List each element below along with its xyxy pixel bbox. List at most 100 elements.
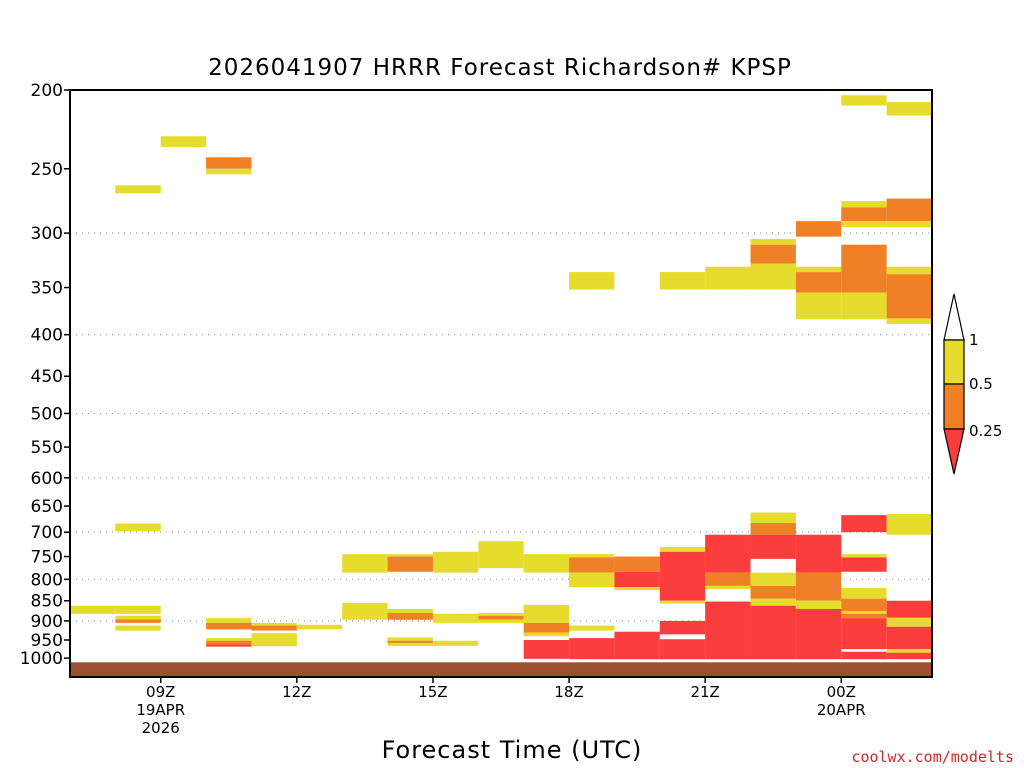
heatmap-cell — [387, 640, 433, 643]
x-tick-label: 15Z — [418, 683, 447, 701]
y-tick-label: 850 — [31, 592, 63, 612]
colorbar-label: 1 — [969, 331, 979, 349]
heatmap-cell — [841, 651, 887, 660]
y-tick-label: 300 — [31, 224, 63, 244]
heatmap-cell — [478, 619, 524, 623]
colorbar-legend: 1 0.5 0.25 — [943, 293, 1002, 475]
heatmap-cell — [841, 515, 887, 533]
y-tick-label: 1000 — [20, 649, 63, 669]
x-tick-label: 19APR — [136, 701, 185, 719]
heatmap-cell — [841, 221, 887, 228]
heatmap-cell — [750, 534, 796, 559]
heatmap-cell — [115, 185, 161, 194]
y-tick-label: 250 — [31, 160, 63, 180]
heatmap-cell — [659, 639, 706, 660]
heatmap-cell — [841, 618, 887, 650]
heatmap-cell — [659, 551, 706, 601]
heatmap-cell — [614, 587, 660, 591]
heatmap-cell — [705, 601, 751, 660]
heatmap-cell — [750, 598, 796, 606]
heatmap-cell — [795, 534, 842, 573]
heatmap-cell — [569, 625, 615, 631]
heatmap-cell — [886, 198, 932, 222]
x-tick-label: 00Z — [827, 683, 856, 701]
heatmap-cell — [886, 600, 932, 618]
heatmap-cell — [614, 631, 660, 660]
heatmap-cell — [841, 598, 887, 611]
heatmap-cell — [886, 649, 932, 653]
heatmap-cell — [387, 556, 433, 572]
x-tick-label: 18Z — [554, 683, 583, 701]
heatmap-cell — [387, 612, 433, 620]
heatmap-cell — [523, 622, 570, 633]
heatmap-cell — [841, 613, 887, 619]
colorbar-top-arrow — [943, 293, 965, 341]
heatmap-cell — [750, 605, 796, 660]
heatmap-cell — [569, 557, 615, 573]
y-tick-label: 900 — [31, 612, 63, 632]
x-tick-label: 09Z — [146, 683, 175, 701]
ground-fill — [70, 662, 932, 677]
heatmap-cell — [160, 136, 207, 147]
heatmap-cell — [251, 625, 297, 631]
heatmap-cell — [387, 608, 433, 613]
heatmap-cell — [795, 600, 842, 609]
colorbar-segment — [943, 383, 965, 430]
heatmap-cell — [886, 652, 932, 660]
y-tick-label: 600 — [31, 469, 63, 489]
heatmap-cell — [523, 639, 570, 659]
heatmap-cell — [569, 554, 615, 558]
heatmap-cell — [251, 622, 297, 626]
heatmap-cell — [206, 644, 252, 647]
heatmap-cell — [432, 640, 479, 646]
chart-title: 2026041907 HRRR Forecast Richardson# KPS… — [208, 55, 792, 81]
heatmap-cell — [795, 292, 842, 320]
heatmap-cell — [432, 613, 479, 623]
heatmap-cell — [841, 554, 887, 558]
y-tick-label: 750 — [31, 548, 63, 568]
y-tick-label: 700 — [31, 523, 63, 543]
heatmap-cell — [705, 585, 751, 589]
colorbar-label: 0.5 — [969, 375, 993, 393]
heatmap-cell — [206, 638, 252, 641]
heatmap-cell — [841, 292, 887, 320]
heatmap-cell — [795, 266, 842, 273]
heatmap-cell — [841, 201, 887, 208]
heatmap-cell — [387, 642, 433, 646]
heatmap-cell — [115, 605, 161, 614]
heatmap-cell — [705, 266, 751, 290]
heatmap-cells — [70, 95, 932, 660]
heatmap-cell — [206, 168, 252, 175]
heatmap-cell — [886, 626, 932, 650]
heatmap-cell — [750, 512, 796, 524]
heatmap-cell — [886, 617, 932, 627]
heatmap-cell — [115, 619, 161, 623]
y-tick-label: 400 — [31, 326, 63, 346]
heatmap-cell — [750, 244, 796, 264]
heatmap-cell — [659, 600, 706, 604]
heatmap-cell — [115, 625, 161, 631]
heatmap-cell — [886, 274, 932, 319]
x-tick-label: 20APR — [817, 701, 866, 719]
heatmap-cell — [614, 556, 660, 572]
heatmap-cell — [841, 244, 887, 293]
heatmap-cell — [206, 157, 252, 169]
heatmap-cell — [886, 221, 932, 228]
heatmap-cell — [478, 612, 524, 616]
heatmap-cell — [206, 618, 252, 623]
heatmap-cell — [659, 272, 706, 290]
x-tick-label: 2026 — [142, 719, 180, 737]
heatmap-cell — [841, 588, 887, 599]
heatmap-cell — [342, 602, 388, 620]
heatmap-cell — [750, 238, 796, 245]
heatmap-cell — [342, 554, 388, 573]
heatmap-cell — [569, 272, 615, 290]
x-tick-label: 21Z — [690, 683, 719, 701]
x-tick-label: 12Z — [282, 683, 311, 701]
heatmap-cell — [115, 523, 161, 532]
heatmap-cell — [387, 554, 433, 557]
heatmap-cell — [659, 547, 706, 552]
heatmap-cell — [387, 637, 433, 641]
heatmap-cell — [569, 572, 615, 588]
